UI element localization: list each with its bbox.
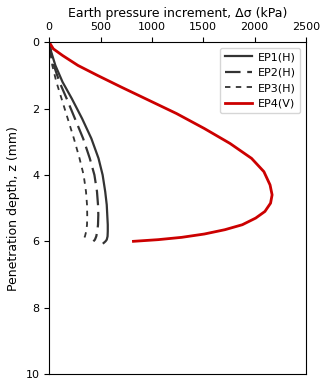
EP3(H)	[81, 237, 85, 242]
EP1(H)	[70, 96, 74, 101]
EP4(V)	[268, 201, 272, 205]
EP2(H)	[65, 96, 69, 101]
EP2(H)	[93, 173, 96, 177]
EP2(H)	[96, 223, 100, 227]
EP3(H)	[72, 136, 76, 141]
EP1(H)	[102, 241, 106, 245]
EP4(V)	[147, 98, 151, 103]
EP3(H)	[85, 223, 89, 227]
EP1(H)	[105, 212, 109, 217]
EP2(H)	[88, 156, 92, 161]
EP2(H)	[52, 63, 56, 68]
EP3(H)	[50, 63, 54, 68]
EP2(H)	[96, 212, 100, 217]
Line: EP2(H): EP2(H)	[49, 42, 98, 241]
EP4(V)	[180, 235, 184, 240]
X-axis label: Earth pressure increment, Δσ (kPa): Earth pressure increment, Δσ (kPa)	[68, 7, 287, 20]
EP1(H)	[80, 116, 84, 121]
EP2(H)	[95, 189, 99, 194]
EP4(V)	[263, 209, 267, 214]
EP4(V)	[254, 216, 258, 221]
EP1(H)	[103, 189, 107, 194]
EP4(V)	[268, 183, 272, 187]
EP3(H)	[79, 239, 83, 244]
EP4(V)	[76, 63, 80, 68]
EP3(H)	[82, 173, 86, 177]
EP1(H)	[105, 237, 109, 242]
EP1(H)	[49, 50, 53, 55]
EP2(H)	[49, 50, 53, 55]
EP4(V)	[131, 239, 135, 244]
EP3(H)	[83, 234, 87, 239]
Line: EP4(V): EP4(V)	[49, 42, 272, 241]
Line: EP1(H): EP1(H)	[49, 42, 108, 243]
EP4(V)	[119, 85, 123, 89]
EP2(H)	[73, 116, 77, 121]
EP1(H)	[53, 63, 57, 68]
EP1(H)	[96, 156, 100, 161]
Line: EP3(H): EP3(H)	[49, 42, 87, 241]
EP1(H)	[101, 173, 105, 177]
EP1(H)	[89, 136, 93, 141]
EP4(V)	[175, 111, 179, 116]
EP3(H)	[48, 50, 52, 55]
EP3(H)	[60, 96, 63, 101]
EP1(H)	[106, 229, 110, 234]
EP1(H)	[105, 202, 109, 207]
EP1(H)	[106, 223, 110, 227]
EP2(H)	[58, 80, 61, 84]
EP3(H)	[55, 80, 59, 84]
EP3(H)	[84, 229, 88, 234]
EP4(V)	[60, 53, 64, 58]
EP2(H)	[47, 40, 51, 45]
EP3(H)	[66, 116, 70, 121]
EP4(V)	[95, 73, 99, 78]
EP4(V)	[250, 156, 253, 161]
EP1(H)	[60, 80, 64, 84]
EP2(H)	[92, 239, 95, 244]
EP4(V)	[47, 40, 51, 45]
EP2(H)	[95, 229, 99, 234]
EP3(H)	[84, 189, 88, 194]
EP2(H)	[94, 234, 98, 239]
Y-axis label: Penetration depth, z (mm): Penetration depth, z (mm)	[7, 126, 20, 291]
EP1(H)	[106, 234, 110, 239]
EP3(H)	[85, 212, 89, 217]
Legend: EP1(H), EP2(H), EP3(H), EP4(V): EP1(H), EP2(H), EP3(H), EP4(V)	[220, 48, 301, 113]
EP4(V)	[223, 228, 227, 232]
EP1(H)	[47, 40, 51, 45]
EP3(H)	[85, 202, 89, 207]
EP4(V)	[156, 237, 160, 242]
EP4(V)	[240, 223, 244, 227]
EP4(V)	[262, 170, 266, 174]
EP3(H)	[47, 40, 51, 45]
EP4(V)	[270, 193, 274, 197]
EP2(H)	[96, 202, 100, 207]
EP4(V)	[228, 141, 232, 146]
EP4(V)	[202, 232, 206, 236]
EP4(V)	[51, 46, 55, 51]
EP2(H)	[93, 237, 97, 242]
EP4(V)	[202, 126, 206, 131]
EP1(H)	[104, 239, 108, 244]
EP3(H)	[77, 156, 81, 161]
EP2(H)	[81, 136, 85, 141]
